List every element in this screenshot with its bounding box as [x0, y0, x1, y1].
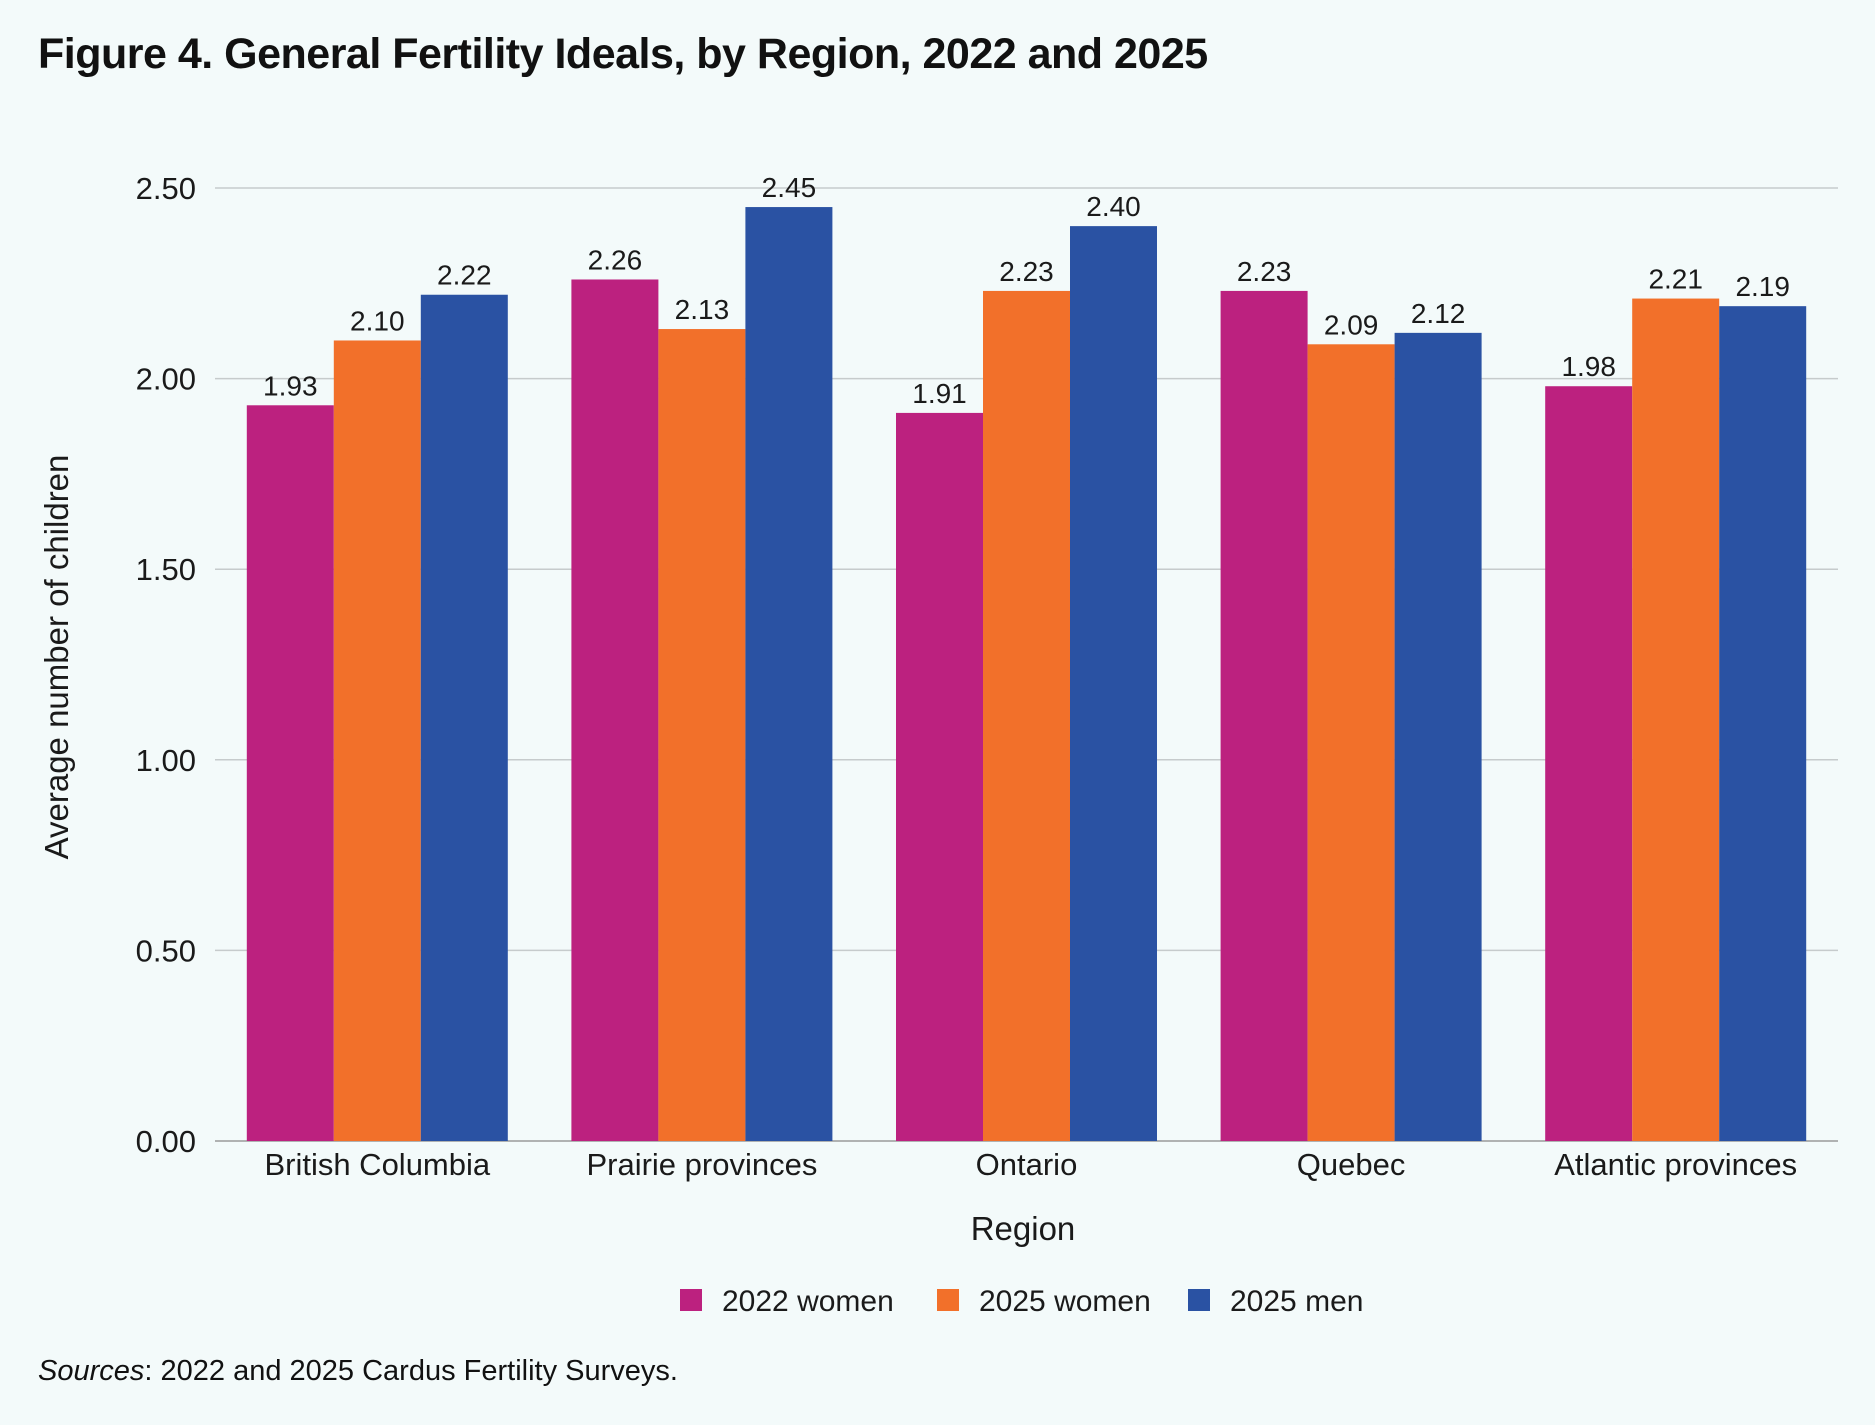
x-tick-label: Ontario	[976, 1147, 1078, 1182]
y-tick-label: 0.50	[136, 933, 196, 968]
y-tick-label: 1.50	[136, 552, 196, 587]
bar	[1719, 306, 1807, 1141]
bar	[246, 405, 334, 1141]
data-label: 2.22	[437, 260, 492, 291]
x-axis-ticks: British Columbia Prairie provinces Ontario…	[264, 1147, 1797, 1182]
x-tick-label: Atlantic provinces	[1554, 1147, 1797, 1182]
chart-title: Figure 4. General Fertility Ideals, by R…	[38, 30, 1208, 78]
y-tick-label: 1.00	[136, 743, 196, 778]
y-tick-label: 2.00	[136, 362, 196, 397]
bar	[333, 340, 421, 1142]
source-label: Sources	[38, 1355, 145, 1387]
source-note: Sources: 2022 and 2025 Cardus Fertility …	[38, 1355, 678, 1388]
data-label: 2.40	[1086, 191, 1141, 222]
y-tick-label: 2.50	[136, 171, 196, 206]
bar	[896, 412, 983, 1142]
data-label: 2.13	[675, 294, 730, 325]
legend-label: 2025 women	[979, 1285, 1151, 1318]
y-axis-label: Average number of children	[38, 455, 75, 860]
x-axis-label: Region	[971, 1210, 1076, 1247]
y-axis-ticks: 0.00 0.50 1.00 1.50 2.00 2.50	[136, 171, 196, 1159]
legend-swatch	[680, 1289, 702, 1311]
data-label: 1.91	[912, 378, 967, 409]
legend-label: 2022 women	[722, 1285, 894, 1318]
x-tick-label: Prairie provinces	[586, 1147, 817, 1182]
bar-chart: 0.00 0.50 1.00 1.50 2.00 2.50 1.93 2.10 2.22 2.2…	[38, 171, 1838, 1318]
legend-swatch	[937, 1289, 959, 1311]
bar	[658, 329, 746, 1141]
data-label: 2.09	[1324, 309, 1379, 340]
bar	[983, 290, 1070, 1141]
legend-swatch	[1188, 1289, 1210, 1311]
data-label: 1.98	[1561, 351, 1616, 382]
bar	[745, 207, 833, 1141]
data-label: 2.21	[1648, 264, 1703, 295]
bar	[1220, 290, 1308, 1141]
data-label: 2.45	[762, 172, 817, 203]
bar	[1545, 386, 1633, 1141]
data-label: 1.93	[263, 370, 318, 401]
data-label: 2.23	[1237, 256, 1292, 287]
data-labels: 1.93 2.10 2.22 2.26 2.13 2.45 1.91 2.23 2.40 2.23…	[263, 172, 1790, 409]
data-label: 2.26	[588, 244, 643, 275]
x-tick-label: British Columbia	[264, 1147, 490, 1182]
data-label: 2.23	[999, 256, 1054, 287]
data-label: 2.12	[1411, 298, 1466, 329]
bars	[246, 207, 1807, 1142]
bar	[1070, 226, 1157, 1141]
bar	[571, 279, 659, 1141]
data-label: 2.10	[350, 305, 405, 336]
legend-label: 2025 men	[1230, 1285, 1363, 1318]
x-tick-label: Quebec	[1297, 1147, 1406, 1182]
bar	[1632, 298, 1720, 1142]
y-tick-label: 0.00	[136, 1124, 196, 1159]
bar	[420, 294, 508, 1142]
bar	[1307, 344, 1395, 1141]
data-label: 2.19	[1735, 271, 1790, 302]
source-text: : 2022 and 2025 Cardus Fertility Surveys…	[144, 1355, 678, 1387]
bar	[1394, 332, 1482, 1142]
legend: 2022 women 2025 women 2025 men	[680, 1285, 1363, 1318]
